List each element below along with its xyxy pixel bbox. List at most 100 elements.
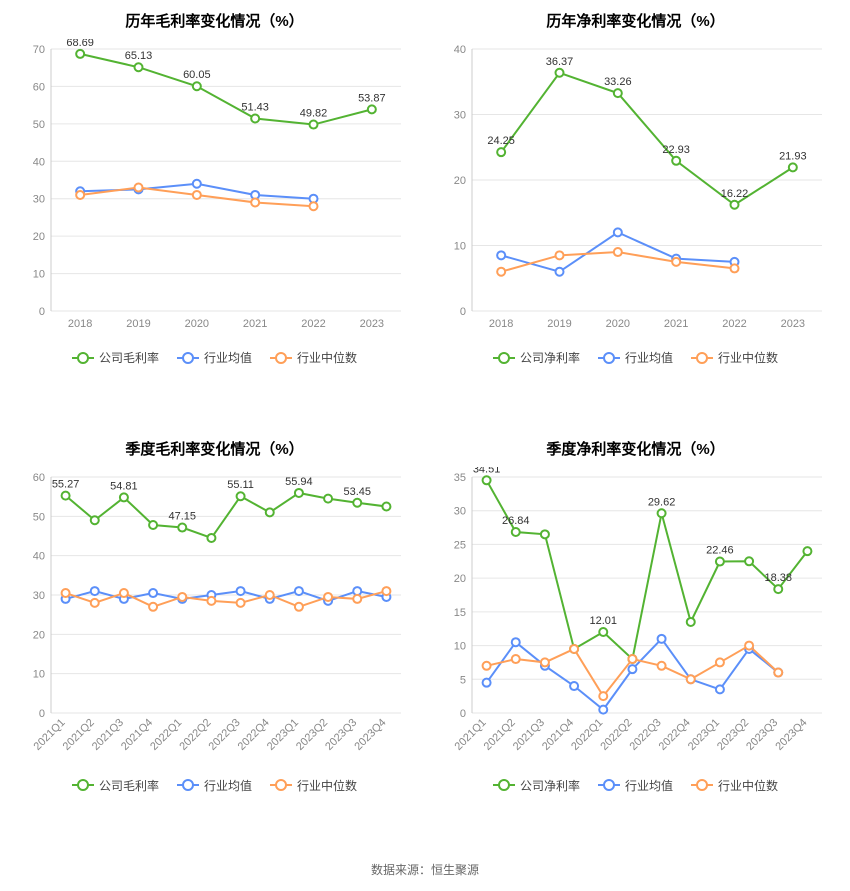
svg-text:10: 10 bbox=[32, 668, 44, 680]
legend-swatch-icon bbox=[493, 351, 515, 365]
svg-text:2022Q3: 2022Q3 bbox=[206, 716, 242, 752]
svg-text:65.13: 65.13 bbox=[124, 50, 152, 62]
svg-text:60: 60 bbox=[32, 81, 44, 93]
svg-text:2022Q2: 2022Q2 bbox=[598, 716, 634, 752]
svg-text:30: 30 bbox=[32, 590, 44, 602]
svg-text:55.94: 55.94 bbox=[285, 475, 313, 487]
svg-text:40: 40 bbox=[453, 44, 465, 56]
svg-text:2021Q3: 2021Q3 bbox=[510, 716, 546, 752]
svg-text:2018: 2018 bbox=[488, 318, 512, 330]
svg-text:2023: 2023 bbox=[780, 318, 804, 330]
svg-text:10: 10 bbox=[453, 241, 465, 253]
chart-svg: 01020304050602021Q12021Q22021Q32021Q4202… bbox=[15, 467, 415, 767]
svg-text:47.15: 47.15 bbox=[168, 510, 196, 522]
legend-label: 公司毛利率 bbox=[99, 349, 159, 366]
svg-text:2023Q2: 2023Q2 bbox=[294, 716, 330, 752]
svg-text:34.51: 34.51 bbox=[472, 467, 500, 475]
svg-text:2022Q1: 2022Q1 bbox=[569, 716, 605, 752]
svg-text:50: 50 bbox=[32, 119, 44, 131]
svg-text:29.62: 29.62 bbox=[647, 496, 675, 508]
legend-swatch-icon bbox=[177, 778, 199, 792]
svg-text:2023Q1: 2023Q1 bbox=[264, 716, 300, 752]
legend-swatch-icon bbox=[493, 778, 515, 792]
legend-label: 行业均值 bbox=[625, 777, 673, 794]
legend-label: 行业中位数 bbox=[718, 777, 778, 794]
svg-text:70: 70 bbox=[32, 44, 44, 56]
svg-text:22.93: 22.93 bbox=[662, 144, 690, 156]
svg-text:55.11: 55.11 bbox=[227, 479, 254, 491]
chart-svg: 0102030405060702018201920202021202220236… bbox=[15, 39, 415, 339]
svg-text:26.84: 26.84 bbox=[501, 515, 529, 527]
chart-grid: 历年毛利率变化情况（%） 010203040506070201820192020… bbox=[0, 0, 850, 855]
svg-text:0: 0 bbox=[38, 306, 44, 318]
svg-text:18.38: 18.38 bbox=[764, 572, 792, 584]
legend-label: 行业中位数 bbox=[297, 777, 357, 794]
svg-text:25: 25 bbox=[453, 539, 465, 551]
svg-text:2021Q1: 2021Q1 bbox=[31, 716, 67, 752]
svg-text:20: 20 bbox=[453, 573, 465, 585]
svg-text:53.45: 53.45 bbox=[343, 485, 371, 497]
legend-item: 行业中位数 bbox=[270, 349, 357, 366]
svg-text:2023Q4: 2023Q4 bbox=[352, 716, 388, 752]
svg-text:2023Q4: 2023Q4 bbox=[773, 716, 809, 752]
legend-swatch-icon bbox=[691, 778, 713, 792]
svg-text:33.26: 33.26 bbox=[604, 76, 632, 88]
svg-text:2019: 2019 bbox=[547, 318, 571, 330]
legend-item: 行业均值 bbox=[177, 777, 252, 794]
legend-swatch-icon bbox=[72, 351, 94, 365]
svg-text:2020: 2020 bbox=[605, 318, 629, 330]
chart-legend: 公司毛利率 行业均值 行业中位数 bbox=[72, 767, 357, 796]
chart-title: 季度净利率变化情况（%） bbox=[546, 432, 724, 467]
svg-text:49.82: 49.82 bbox=[299, 108, 327, 120]
svg-text:60.05: 60.05 bbox=[183, 69, 211, 81]
chart-net-quarterly: 季度净利率变化情况（%） 051015202530352021Q12021Q22… bbox=[429, 432, 842, 852]
svg-text:2019: 2019 bbox=[126, 318, 150, 330]
svg-text:20: 20 bbox=[453, 175, 465, 187]
legend-swatch-icon bbox=[691, 351, 713, 365]
svg-text:30: 30 bbox=[32, 194, 44, 206]
svg-text:2022: 2022 bbox=[301, 318, 325, 330]
svg-text:2021Q1: 2021Q1 bbox=[452, 716, 488, 752]
legend-swatch-icon bbox=[270, 778, 292, 792]
legend-item: 行业均值 bbox=[177, 349, 252, 366]
svg-text:2023: 2023 bbox=[359, 318, 383, 330]
svg-text:12.01: 12.01 bbox=[589, 615, 617, 627]
legend-label: 行业均值 bbox=[625, 349, 673, 366]
svg-text:2021Q4: 2021Q4 bbox=[119, 716, 155, 752]
chart-legend: 公司净利率 行业均值 行业中位数 bbox=[493, 767, 778, 796]
svg-text:40: 40 bbox=[32, 550, 44, 562]
svg-text:2021: 2021 bbox=[663, 318, 687, 330]
legend-item: 行业中位数 bbox=[270, 777, 357, 794]
legend-label: 公司毛利率 bbox=[99, 777, 159, 794]
svg-text:2021Q3: 2021Q3 bbox=[89, 716, 125, 752]
svg-text:35: 35 bbox=[453, 472, 465, 484]
legend-swatch-icon bbox=[598, 778, 620, 792]
svg-text:16.22: 16.22 bbox=[720, 188, 748, 200]
svg-text:30: 30 bbox=[453, 505, 465, 517]
svg-text:2022Q1: 2022Q1 bbox=[148, 716, 184, 752]
legend-label: 行业均值 bbox=[204, 777, 252, 794]
svg-text:2023Q2: 2023Q2 bbox=[715, 716, 751, 752]
svg-text:53.87: 53.87 bbox=[358, 92, 386, 104]
svg-text:10: 10 bbox=[453, 640, 465, 652]
svg-text:50: 50 bbox=[32, 511, 44, 523]
chart-legend: 公司净利率行业均值行业中位数 bbox=[493, 339, 778, 368]
svg-text:30: 30 bbox=[453, 110, 465, 122]
legend-label: 公司净利率 bbox=[520, 777, 580, 794]
chart-title: 历年净利率变化情况（%） bbox=[546, 4, 724, 39]
legend-item: 公司净利率 bbox=[493, 349, 580, 366]
legend-swatch-icon bbox=[72, 778, 94, 792]
legend-swatch-icon bbox=[598, 351, 620, 365]
svg-text:15: 15 bbox=[453, 606, 465, 618]
legend-label: 公司净利率 bbox=[520, 349, 580, 366]
legend-swatch-icon bbox=[177, 351, 199, 365]
chart-title: 历年毛利率变化情况（%） bbox=[125, 4, 303, 39]
legend-swatch-icon bbox=[270, 351, 292, 365]
svg-text:10: 10 bbox=[32, 269, 44, 281]
legend-item: 公司毛利率 bbox=[72, 349, 159, 366]
legend-label: 行业中位数 bbox=[297, 349, 357, 366]
svg-text:2020: 2020 bbox=[184, 318, 208, 330]
svg-text:2021Q2: 2021Q2 bbox=[481, 716, 517, 752]
svg-text:2023Q1: 2023Q1 bbox=[685, 716, 721, 752]
legend-item: 公司毛利率 bbox=[72, 777, 159, 794]
